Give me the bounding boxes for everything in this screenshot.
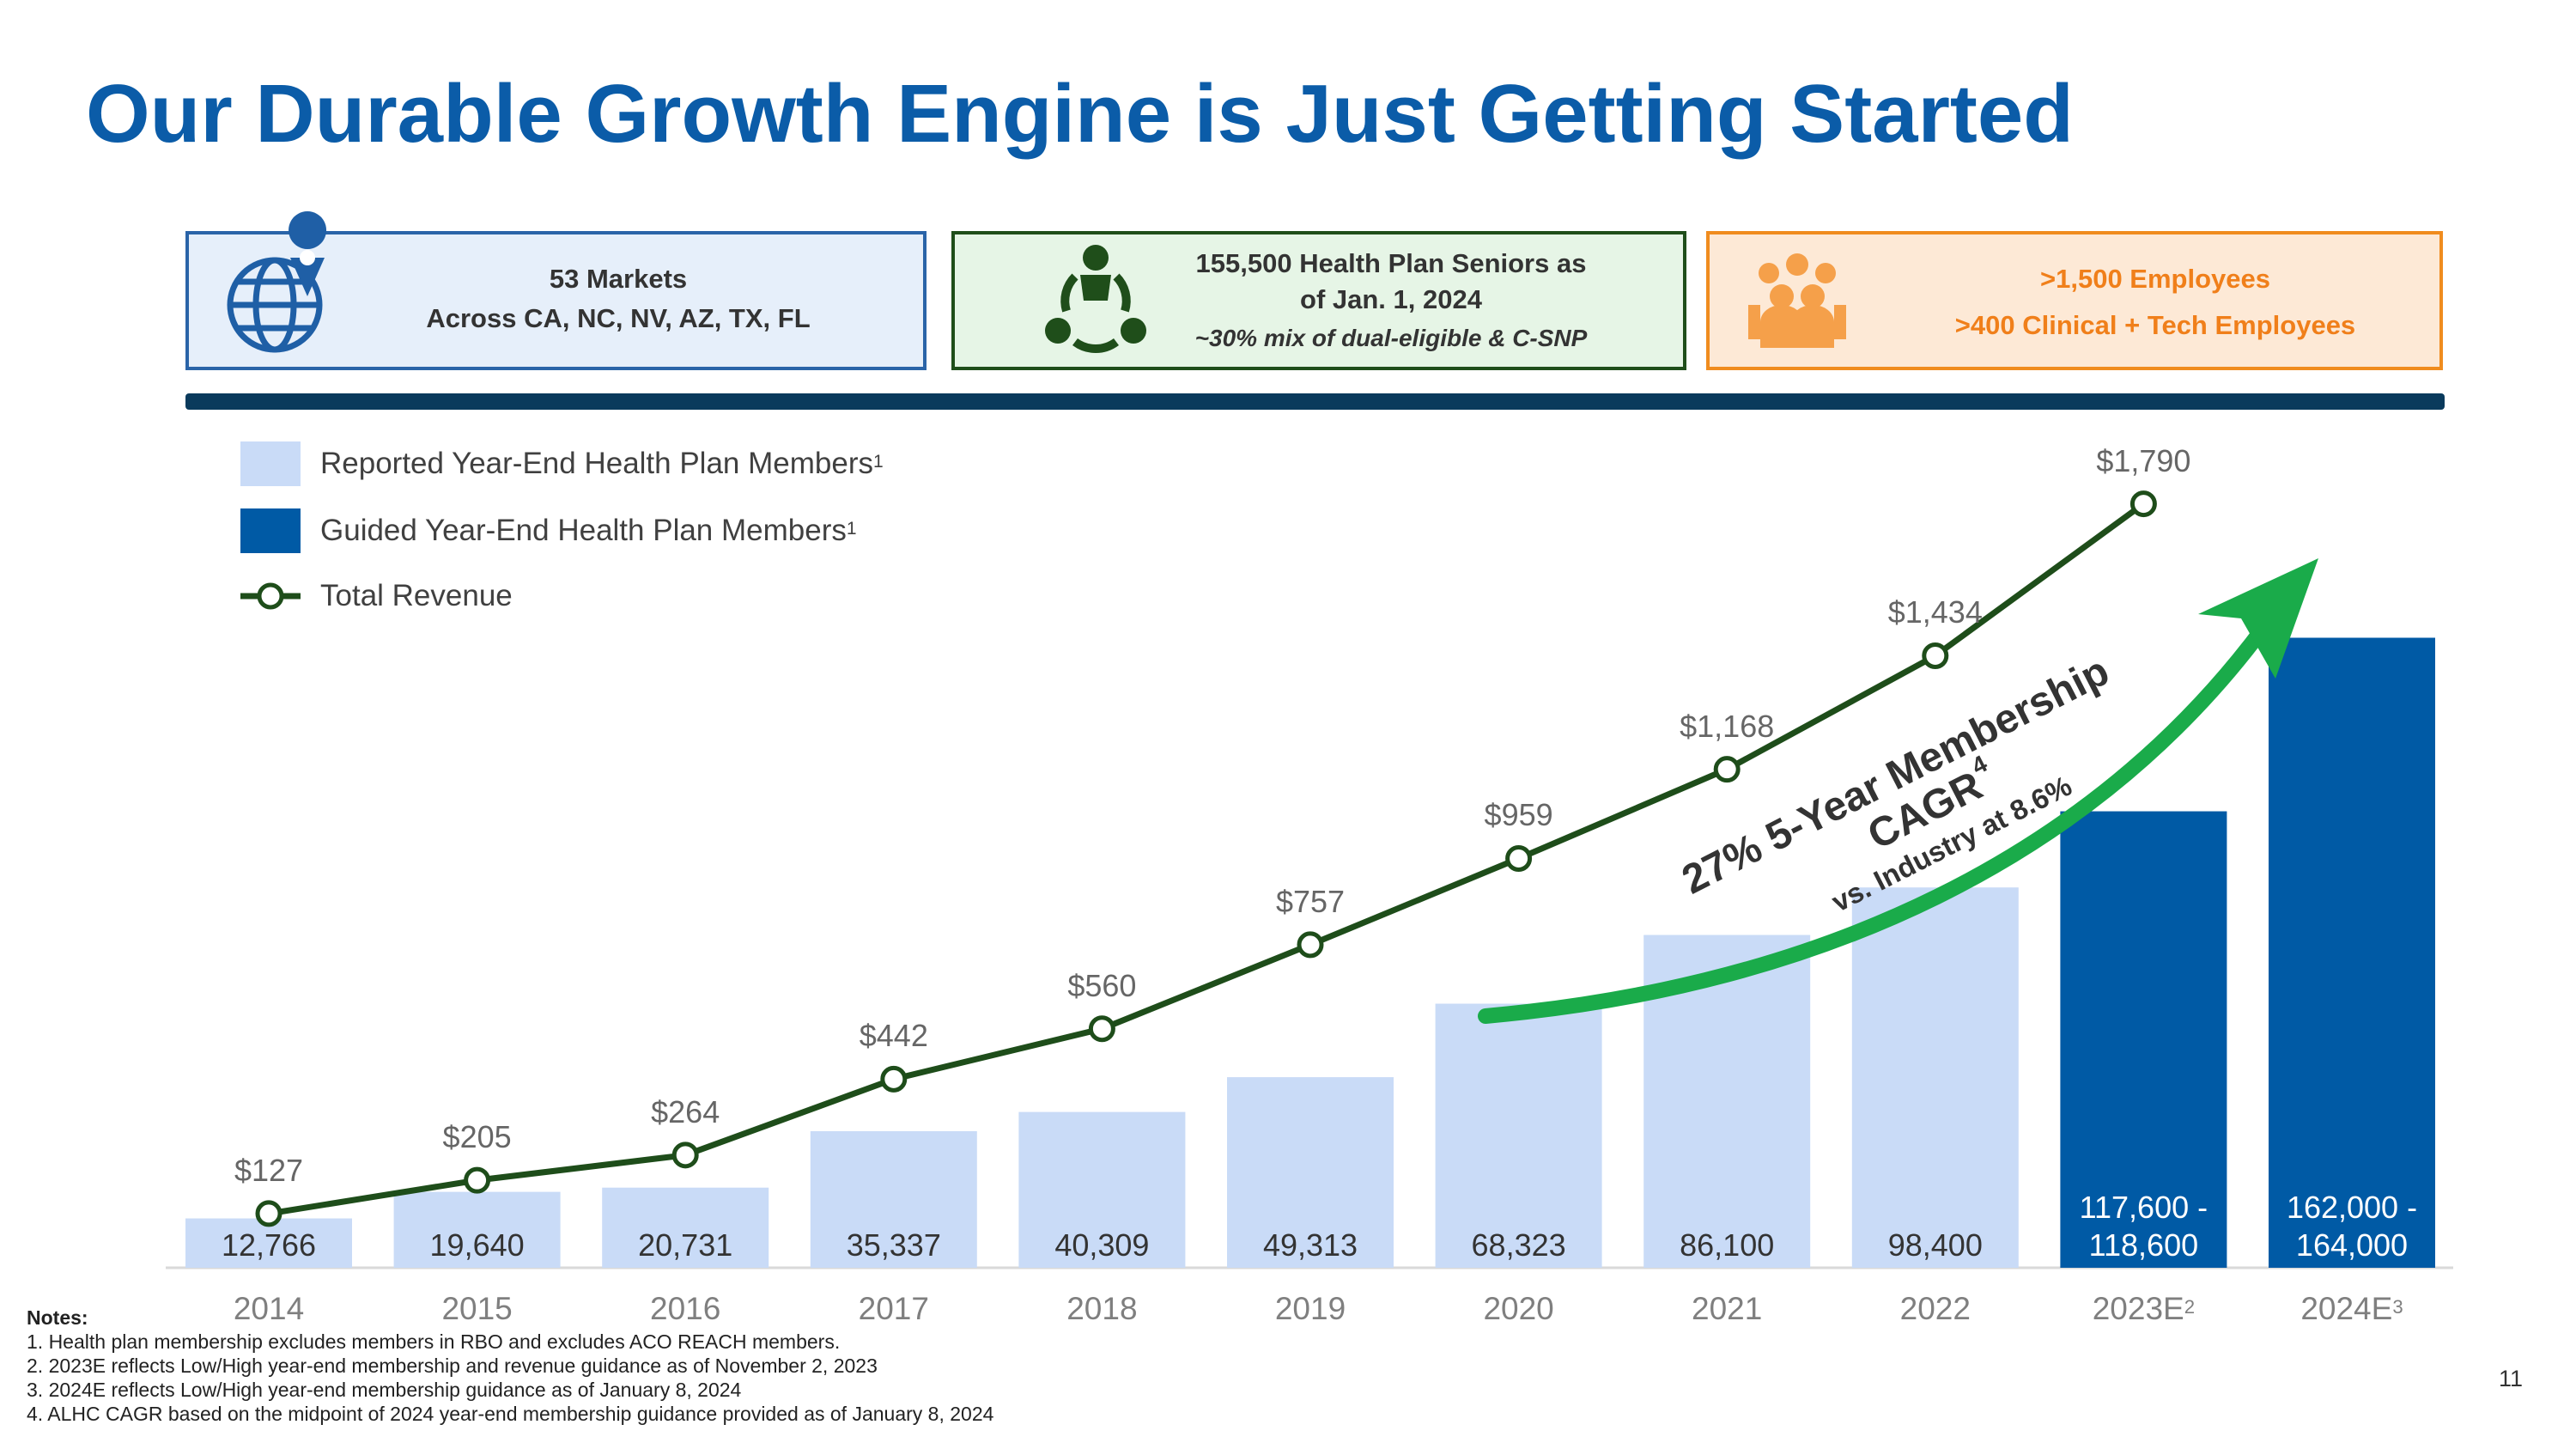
data-label: $560	[1067, 967, 1137, 1003]
x-tick-label: 2020	[1416, 1290, 1622, 1328]
box-text: of Jan. 1, 2024	[1300, 284, 1482, 314]
growth-arrow	[1478, 585, 2296, 1024]
legend-label: Guided Year-End Health Plan Members	[320, 514, 847, 547]
x-tick-label: 2019	[1207, 1290, 1413, 1328]
category: 2014	[233, 1291, 305, 1326]
note: 3. 2024E reflects Low/High year-end memb…	[27, 1379, 742, 1401]
data-label: 98,400	[1887, 1227, 1983, 1263]
x-tick-label: 2018	[999, 1290, 1205, 1328]
bar	[1018, 1111, 1186, 1268]
data-label: $127	[234, 1152, 304, 1188]
data-label: 40,309	[1054, 1227, 1150, 1263]
category: 2024E	[2300, 1291, 2393, 1326]
line-marker	[1922, 642, 1949, 669]
legend-label: Total Revenue	[320, 579, 513, 612]
x-tick-label: 2021	[1624, 1290, 1830, 1328]
category: 2015	[441, 1291, 513, 1326]
footnote-marker: 1	[872, 451, 884, 472]
data-label: 12,766	[221, 1227, 317, 1263]
legend-swatch	[240, 441, 301, 486]
data-label: 68,323	[1471, 1227, 1566, 1263]
footnote-marker: 3	[2392, 1295, 2403, 1318]
x-tick-label: 2023E2	[2040, 1290, 2246, 1328]
notes-title: Notes:	[27, 1306, 88, 1329]
line-marker	[1297, 931, 1324, 959]
people-icon	[1045, 245, 1146, 353]
box-text: >400 Clinical + Tech Employees	[1954, 310, 2356, 340]
bar	[393, 1191, 561, 1268]
footnote-marker: 1	[846, 518, 857, 539]
legend-swatch	[240, 508, 301, 553]
box-text: Across CA, NC, NV, AZ, TX, FL	[426, 303, 811, 333]
x-tick-label: 2017	[791, 1290, 997, 1328]
page-number: 11	[2499, 1366, 2524, 1391]
category: 2021	[1692, 1291, 1763, 1326]
box-note: ~30% mix of dual-eligible & C-SNP	[1194, 325, 1588, 351]
line-marker	[1713, 756, 1741, 783]
line-marker	[1505, 844, 1533, 872]
data-label: $959	[1484, 797, 1553, 833]
line-marker	[2129, 490, 2157, 518]
x-tick-label: 2016	[582, 1290, 788, 1328]
data-label: 49,313	[1262, 1227, 1358, 1263]
footnote-marker: 2	[2184, 1295, 2196, 1318]
slide-title: Our Durable Growth Engine is Just Gettin…	[86, 68, 2074, 160]
category: 2022	[1899, 1291, 1971, 1326]
bar	[1435, 1003, 1602, 1268]
data-label: 35,337	[846, 1227, 941, 1263]
note: 2. 2023E reflects Low/High year-end memb…	[27, 1355, 878, 1377]
x-tick-label: 2022	[1832, 1290, 2038, 1328]
data-label: $205	[442, 1119, 512, 1155]
data-label: 19,640	[429, 1227, 525, 1263]
data-label: $757	[1275, 883, 1346, 919]
line-marker	[880, 1065, 908, 1093]
line	[268, 501, 2146, 1217]
category: 2018	[1066, 1291, 1138, 1326]
legend-entry: Reported Year-End Health Plan Members1	[320, 441, 884, 486]
x-tick-label: 2015	[374, 1290, 580, 1328]
data-label: $1,434	[1887, 594, 1983, 630]
bar	[2269, 637, 2435, 1268]
box-text: >1,500 Employees	[2040, 264, 2270, 294]
data-label: 86,100	[1680, 1227, 1775, 1263]
box-text: 155,500 Health Plan Seniors as	[1195, 248, 1587, 278]
bar	[602, 1187, 769, 1268]
x-tick-label: 2024E3	[2249, 1290, 2455, 1328]
note: 1. Health plan membership excludes membe…	[27, 1330, 841, 1353]
category: 2016	[650, 1291, 721, 1326]
data-label: $1,168	[1680, 708, 1775, 744]
data-label: $1,790	[2096, 442, 2191, 478]
line-marker	[1088, 1015, 1115, 1043]
x-tick-label: 2014	[166, 1290, 372, 1328]
divider	[185, 393, 2445, 410]
category: 2017	[858, 1291, 929, 1326]
line-marker	[671, 1142, 699, 1169]
data-label: $264	[651, 1093, 720, 1129]
legend-entry: Guided Year-End Health Plan Members1	[320, 508, 857, 553]
category: 2023E	[2092, 1291, 2184, 1326]
data-label: $442	[859, 1018, 928, 1054]
legend-entry: Total Revenue	[320, 574, 513, 618]
line-marker	[255, 1200, 283, 1227]
legend-marker	[257, 582, 284, 610]
bar	[1227, 1077, 1394, 1268]
globe-icon	[227, 211, 327, 353]
bar	[2060, 811, 2227, 1268]
category: 2019	[1274, 1291, 1346, 1326]
data-label: 20,731	[638, 1227, 733, 1263]
line-marker	[464, 1166, 491, 1194]
growth-arrowhead	[2198, 558, 2318, 679]
bar	[810, 1130, 977, 1268]
bar	[1851, 887, 2019, 1268]
data-label: 162,000 - 164,000	[2286, 1190, 2418, 1263]
note: 4. ALHC CAGR based on the midpoint of 20…	[27, 1403, 994, 1425]
legend-label: Reported Year-End Health Plan Members	[320, 447, 873, 480]
data-label: 117,600 - 118,600	[2079, 1190, 2208, 1263]
category: 2020	[1483, 1291, 1554, 1326]
employees-icon	[1748, 253, 1846, 348]
box-text: 53 Markets	[549, 264, 688, 294]
